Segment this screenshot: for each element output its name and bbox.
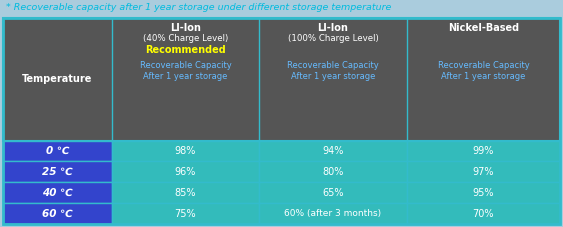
Text: * Recoverable capacity after 1 year storage under different storage temperature: * Recoverable capacity after 1 year stor… (6, 3, 391, 12)
Text: 0 ℃: 0 ℃ (46, 146, 69, 156)
Text: Temperature: Temperature (22, 74, 92, 84)
Text: 98%: 98% (175, 146, 196, 156)
Text: 95%: 95% (473, 188, 494, 198)
Text: 60% (after 3 months): 60% (after 3 months) (284, 209, 382, 218)
Bar (111, 141, 259, 161)
Bar (3, 141, 111, 161)
Text: After 1 year storage: After 1 year storage (143, 72, 227, 81)
Bar (259, 141, 407, 161)
Text: 25 ℃: 25 ℃ (42, 167, 73, 177)
Bar (3, 182, 111, 203)
Bar (259, 203, 407, 224)
Text: 85%: 85% (175, 188, 196, 198)
Text: 70%: 70% (473, 209, 494, 219)
Text: 80%: 80% (323, 167, 343, 177)
Text: Recommended: Recommended (145, 45, 226, 55)
Bar (3, 203, 111, 224)
Text: 75%: 75% (175, 209, 196, 219)
Text: Recoverable Capacity: Recoverable Capacity (287, 61, 379, 70)
Bar (259, 161, 407, 182)
Bar (407, 141, 560, 161)
Bar (111, 203, 259, 224)
Text: After 1 year storage: After 1 year storage (441, 72, 526, 81)
Text: 40 ℃: 40 ℃ (42, 188, 73, 198)
Text: 96%: 96% (175, 167, 196, 177)
Text: LI-Ion: LI-Ion (170, 23, 201, 33)
Text: 94%: 94% (323, 146, 343, 156)
Text: LI-Ion: LI-Ion (318, 23, 348, 33)
Text: 65%: 65% (322, 188, 344, 198)
Bar (3, 161, 111, 182)
Text: (40% Charge Level): (40% Charge Level) (143, 34, 228, 43)
Text: After 1 year storage: After 1 year storage (291, 72, 375, 81)
Text: Nickel-Based: Nickel-Based (448, 23, 519, 33)
Bar (407, 182, 560, 203)
Text: (100% Charge Level): (100% Charge Level) (288, 34, 378, 43)
Bar (407, 161, 560, 182)
Bar (111, 161, 259, 182)
Text: 60 ℃: 60 ℃ (42, 209, 73, 219)
Bar (111, 182, 259, 203)
Bar (259, 182, 407, 203)
Text: Recoverable Capacity: Recoverable Capacity (437, 61, 529, 70)
Text: Recoverable Capacity: Recoverable Capacity (140, 61, 231, 70)
Bar (3, 18, 560, 141)
Bar (407, 203, 560, 224)
Text: 99%: 99% (473, 146, 494, 156)
Text: 97%: 97% (473, 167, 494, 177)
